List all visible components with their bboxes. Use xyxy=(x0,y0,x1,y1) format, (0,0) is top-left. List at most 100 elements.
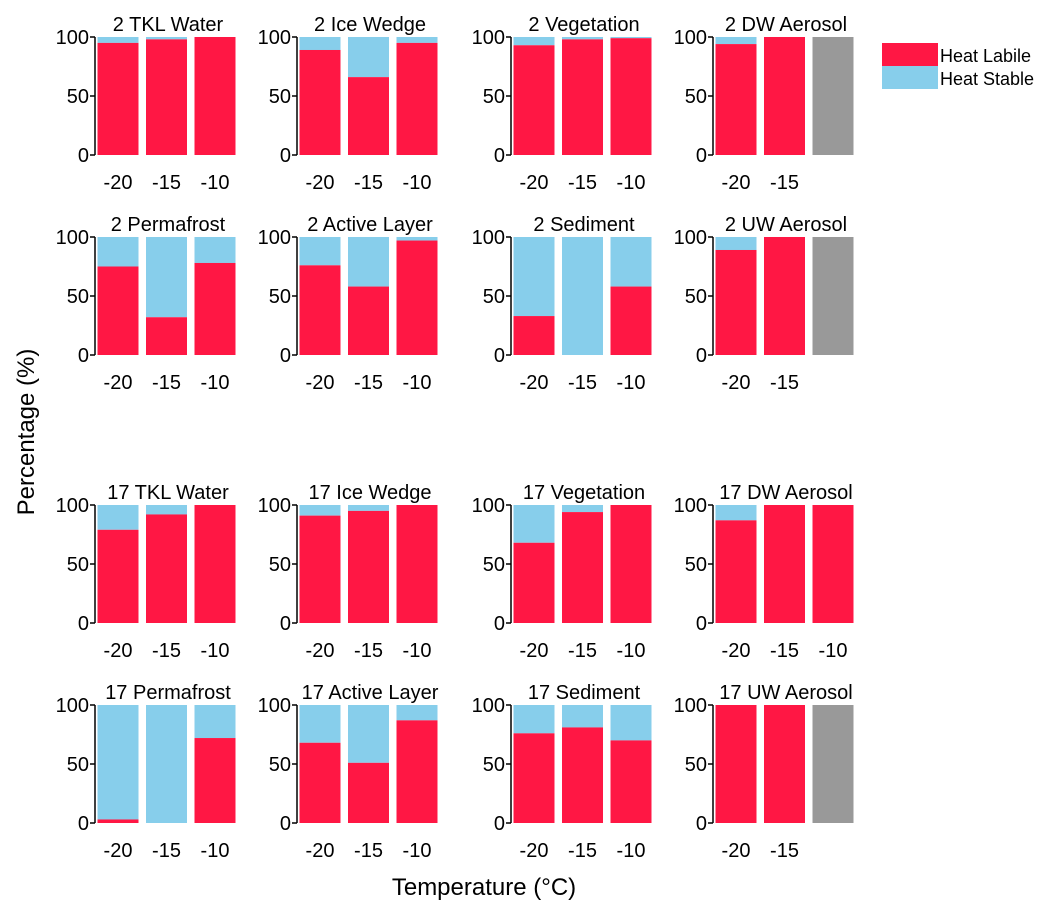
bar-heat-stable xyxy=(348,705,389,763)
panel: 17 Sediment -20 -15 -10 0 50 100 xyxy=(472,682,652,862)
bar-heat-labile xyxy=(715,520,757,623)
panel-title: 17 DW Aerosol xyxy=(719,482,852,504)
bar-heat-labile xyxy=(97,819,139,823)
bar-heat-labile xyxy=(715,249,757,355)
panel: 2 Vegetation -20 -15 -10 0 50 100 xyxy=(472,14,652,194)
legend-label-heat-stable: Heat Stable xyxy=(940,69,1034,89)
y-tick-label: 0 xyxy=(78,813,89,835)
x-tick-label: -15 xyxy=(152,172,181,194)
y-tick-label: 0 xyxy=(78,345,89,367)
panel: 17 Active Layer -20 -15 -10 0 50 100 xyxy=(258,682,439,862)
bar-heat-labile xyxy=(194,262,236,355)
bar-heat-stable xyxy=(299,37,341,50)
x-tick-label: -15 xyxy=(152,840,181,862)
y-tick-label: 0 xyxy=(696,613,707,635)
bar-heat-stable xyxy=(513,705,555,734)
panel-title: 2 DW Aerosol xyxy=(725,14,847,36)
bar-heat-labile xyxy=(194,505,236,623)
legend-label-heat-labile: Heat Labile xyxy=(940,46,1031,66)
bar-heat-stable xyxy=(562,237,603,355)
y-tick-label: 50 xyxy=(685,554,707,576)
x-tick-label: -10 xyxy=(403,372,432,394)
x-tick-label: -20 xyxy=(104,172,133,194)
panel: 17 TKL Water -20 -15 -10 0 50 100 xyxy=(56,482,236,662)
y-tick-label: 50 xyxy=(67,554,89,576)
panel: 17 UW Aerosol -20 -15 0 50 100 xyxy=(674,682,854,862)
bar-heat-labile xyxy=(299,49,341,156)
y-tick-label: 100 xyxy=(56,495,89,517)
bar-heat-labile xyxy=(513,733,555,823)
bar-heat-stable xyxy=(610,705,652,741)
y-tick-label: 50 xyxy=(67,286,89,308)
y-tick-label: 100 xyxy=(472,695,505,717)
bar-no-data xyxy=(812,37,854,155)
panel-title: 17 TKL Water xyxy=(107,482,229,504)
bar-heat-labile xyxy=(299,515,341,623)
y-tick-label: 100 xyxy=(472,495,505,517)
panel-title: 17 Vegetation xyxy=(523,482,645,504)
x-tick-label: -15 xyxy=(770,840,799,862)
y-tick-label: 0 xyxy=(280,345,291,367)
y-tick-label: 50 xyxy=(685,754,707,776)
x-tick-label: -15 xyxy=(568,640,597,662)
bar-heat-labile xyxy=(299,265,341,355)
panel-title: 2 Permafrost xyxy=(111,214,226,236)
panel-title: 2 UW Aerosol xyxy=(725,214,847,236)
y-tick-label: 50 xyxy=(685,286,707,308)
bar-heat-labile xyxy=(812,505,854,623)
panel: 2 DW Aerosol -20 -15 0 50 100 xyxy=(674,14,854,194)
y-tick-label: 0 xyxy=(696,813,707,835)
bar-heat-labile xyxy=(513,542,555,623)
panel: 17 Vegetation -20 -15 -10 0 50 100 xyxy=(472,482,652,662)
bar-heat-labile xyxy=(348,510,389,623)
bar-heat-labile xyxy=(562,512,603,623)
bar-heat-labile xyxy=(764,705,805,823)
x-tick-label: -20 xyxy=(306,172,335,194)
bar-heat-labile xyxy=(194,738,236,823)
y-tick-label: 100 xyxy=(56,695,89,717)
bar-heat-labile xyxy=(513,316,555,355)
y-tick-label: 0 xyxy=(696,145,707,167)
bar-heat-labile xyxy=(562,727,603,823)
bar-heat-stable xyxy=(562,37,603,40)
bar-heat-labile xyxy=(610,38,652,155)
y-tick-label: 50 xyxy=(483,86,505,108)
x-tick-label: -10 xyxy=(201,640,230,662)
x-tick-label: -10 xyxy=(819,640,848,662)
y-tick-label: 50 xyxy=(269,286,291,308)
x-tick-label: -15 xyxy=(568,840,597,862)
panel: 17 Ice Wedge -20 -15 -10 0 50 100 xyxy=(258,482,438,662)
x-tick-label: -10 xyxy=(617,372,646,394)
bar-heat-stable xyxy=(513,505,555,543)
bar-heat-stable xyxy=(146,37,187,40)
x-tick-label: -20 xyxy=(520,840,549,862)
panel: 2 Permafrost -20 -15 -10 0 50 100 xyxy=(56,214,236,394)
bar-heat-stable xyxy=(396,237,438,241)
x-tick-label: -15 xyxy=(354,172,383,194)
bar-heat-labile xyxy=(348,77,389,155)
y-tick-label: 50 xyxy=(67,86,89,108)
bar-heat-stable xyxy=(348,37,389,78)
x-tick-label: -15 xyxy=(770,640,799,662)
x-tick-label: -15 xyxy=(770,372,799,394)
bar-heat-stable xyxy=(610,37,652,39)
bar-heat-labile xyxy=(97,42,139,155)
bar-heat-stable xyxy=(348,237,389,287)
y-tick-label: 0 xyxy=(280,813,291,835)
bar-heat-labile xyxy=(146,317,187,355)
x-tick-label: -20 xyxy=(722,640,751,662)
legend-swatch-heat-stable xyxy=(882,66,938,89)
y-tick-label: 50 xyxy=(685,86,707,108)
bar-heat-stable xyxy=(348,505,389,511)
y-tick-label: 0 xyxy=(494,613,505,635)
x-tick-label: -15 xyxy=(152,640,181,662)
y-tick-label: 100 xyxy=(472,27,505,49)
bar-heat-labile xyxy=(610,286,652,355)
y-tick-label: 100 xyxy=(674,27,707,49)
panel: 2 UW Aerosol -20 -15 0 50 100 xyxy=(674,214,854,394)
y-tick-label: 100 xyxy=(258,695,291,717)
bar-heat-labile xyxy=(715,705,757,823)
y-tick-label: 100 xyxy=(258,495,291,517)
panel-title: 2 Ice Wedge xyxy=(314,14,426,36)
bar-heat-stable xyxy=(97,37,139,43)
